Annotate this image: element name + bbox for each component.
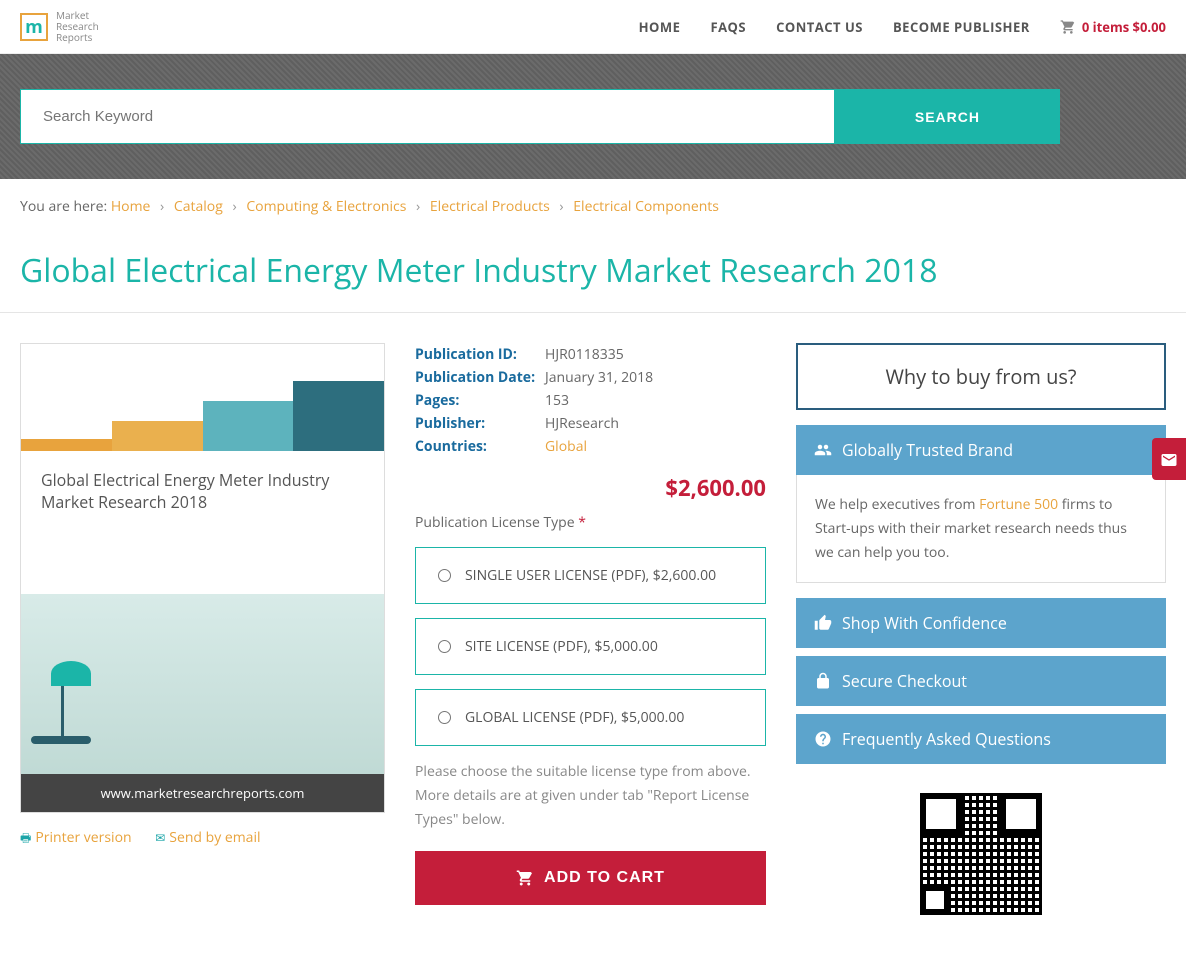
panel-shop-confidence[interactable]: Shop With Confidence [796, 598, 1166, 648]
nav-faqs[interactable]: FAQS [710, 18, 746, 36]
floating-email-button[interactable] [1152, 438, 1186, 480]
product-graphic [21, 344, 384, 454]
license-option-global[interactable]: GLOBAL LICENSE (PDF), $5,000.00 [415, 689, 766, 746]
breadcrumb-sep: › [232, 197, 236, 216]
page-title: Global Electrical Energy Meter Industry … [0, 234, 1186, 313]
license-option-label: SITE LICENSE (PDF), $5,000.00 [465, 637, 658, 656]
detail-label: Publication ID: [415, 345, 545, 364]
cart-icon [1060, 19, 1076, 35]
add-to-cart-label: ADD TO CART [544, 869, 665, 887]
add-to-cart-button[interactable]: ADD TO CART [415, 851, 766, 905]
detail-countries: Countries: Global [415, 435, 766, 458]
panel-trusted-content: We help executives from Fortune 500 firm… [796, 475, 1166, 583]
cart-icon [516, 869, 534, 887]
breadcrumb-catalog[interactable]: Catalog [174, 197, 223, 216]
nav-contact[interactable]: CONTACT US [776, 18, 863, 36]
license-option-label: GLOBAL LICENSE (PDF), $5,000.00 [465, 708, 684, 727]
detail-pub-date: Publication Date: January 31, 2018 [415, 366, 766, 389]
qr-code-area [796, 789, 1166, 919]
detail-label: Countries: [415, 437, 545, 456]
product-url-bar: www.marketresearchreports.com [21, 774, 384, 812]
search-button[interactable]: SEARCH [835, 89, 1060, 144]
search-input[interactable] [20, 89, 835, 144]
lock-icon [814, 672, 832, 690]
detail-value: HJResearch [545, 414, 619, 433]
thumbs-up-icon [814, 614, 832, 632]
detail-publisher: Publisher: HJResearch [415, 412, 766, 435]
detail-label: Publication Date: [415, 368, 545, 387]
license-option-site[interactable]: SITE LICENSE (PDF), $5,000.00 [415, 618, 766, 675]
logo-text: Market Research Reports [56, 10, 99, 43]
middle-column: Publication ID: HJR0118335 Publication D… [415, 343, 766, 919]
detail-pages: Pages: 153 [415, 389, 766, 412]
email-icon [1160, 451, 1178, 469]
fortune-highlight: Fortune 500 [979, 495, 1058, 514]
main-nav: HOME FAQS CONTACT US BECOME PUBLISHER 0 … [639, 18, 1166, 36]
detail-value: 153 [545, 391, 569, 410]
panel-label: Secure Checkout [842, 670, 967, 692]
right-column: Why to buy from us? Globally Trusted Bra… [796, 343, 1166, 919]
license-option-label: SINGLE USER LICENSE (PDF), $2,600.00 [465, 566, 716, 585]
cart-link[interactable]: 0 items $0.00 [1060, 18, 1166, 36]
license-note: Please choose the suitable license type … [415, 760, 766, 831]
nav-home[interactable]: HOME [639, 18, 681, 36]
product-image-title: Global Electrical Energy Meter Industry … [21, 454, 384, 594]
why-buy-box: Why to buy from us? [796, 343, 1166, 410]
license-label: Publication License Type * [415, 513, 766, 532]
required-indicator: * [578, 513, 586, 532]
detail-value: Global [545, 437, 587, 456]
license-option-single[interactable]: SINGLE USER LICENSE (PDF), $2,600.00 [415, 547, 766, 604]
question-icon [814, 730, 832, 748]
search-banner: SEARCH [0, 54, 1186, 179]
lamp-icon [51, 661, 91, 744]
panel-secure-checkout[interactable]: Secure Checkout [796, 656, 1166, 706]
breadcrumb-sep: › [416, 197, 420, 216]
product-map-graphic [21, 594, 384, 774]
send-email-link[interactable]: ✉Send by email [155, 828, 260, 847]
panel-label: Shop With Confidence [842, 612, 1007, 634]
header: m Market Research Reports HOME FAQS CONT… [0, 0, 1186, 54]
search-bar: SEARCH [20, 89, 1060, 144]
price: $2,600.00 [415, 473, 766, 503]
cart-text: 0 items $0.00 [1082, 18, 1166, 36]
license-radio-global[interactable] [438, 711, 451, 724]
breadcrumb-electrical-components[interactable]: Electrical Components [573, 197, 719, 216]
detail-value: HJR0118335 [545, 345, 624, 364]
panel-label: Frequently Asked Questions [842, 728, 1051, 750]
detail-label: Publisher: [415, 414, 545, 433]
detail-label: Pages: [415, 391, 545, 410]
printer-version-link[interactable]: 🖶Printer version [20, 828, 132, 847]
logo-icon: m [20, 13, 48, 41]
email-icon: ✉ [155, 829, 165, 846]
product-image: Global Electrical Energy Meter Industry … [20, 343, 385, 813]
detail-value: January 31, 2018 [545, 368, 653, 387]
users-icon [814, 441, 832, 459]
breadcrumb-home[interactable]: Home [111, 197, 151, 216]
breadcrumb-electrical-products[interactable]: Electrical Products [430, 197, 550, 216]
qr-code [916, 789, 1046, 919]
panel-label: Globally Trusted Brand [842, 439, 1013, 461]
printer-icon: 🖶 [20, 829, 31, 846]
breadcrumb-sep: › [559, 197, 563, 216]
detail-pub-id: Publication ID: HJR0118335 [415, 343, 766, 366]
breadcrumb-computing[interactable]: Computing & Electronics [246, 197, 406, 216]
logo[interactable]: m Market Research Reports [20, 10, 99, 43]
panel-faq[interactable]: Frequently Asked Questions [796, 714, 1166, 764]
breadcrumb-sep: › [160, 197, 164, 216]
breadcrumb-prefix: You are here: [20, 197, 107, 216]
license-radio-single[interactable] [438, 569, 451, 582]
nav-publisher[interactable]: BECOME PUBLISHER [893, 18, 1030, 36]
main-content: Global Electrical Energy Meter Industry … [0, 343, 1186, 959]
panel-trusted-brand[interactable]: Globally Trusted Brand [796, 425, 1166, 475]
left-column: Global Electrical Energy Meter Industry … [20, 343, 385, 919]
product-links: 🖶Printer version ✉Send by email [20, 813, 385, 865]
license-radio-site[interactable] [438, 640, 451, 653]
breadcrumb: You are here: Home › Catalog › Computing… [0, 179, 1186, 234]
